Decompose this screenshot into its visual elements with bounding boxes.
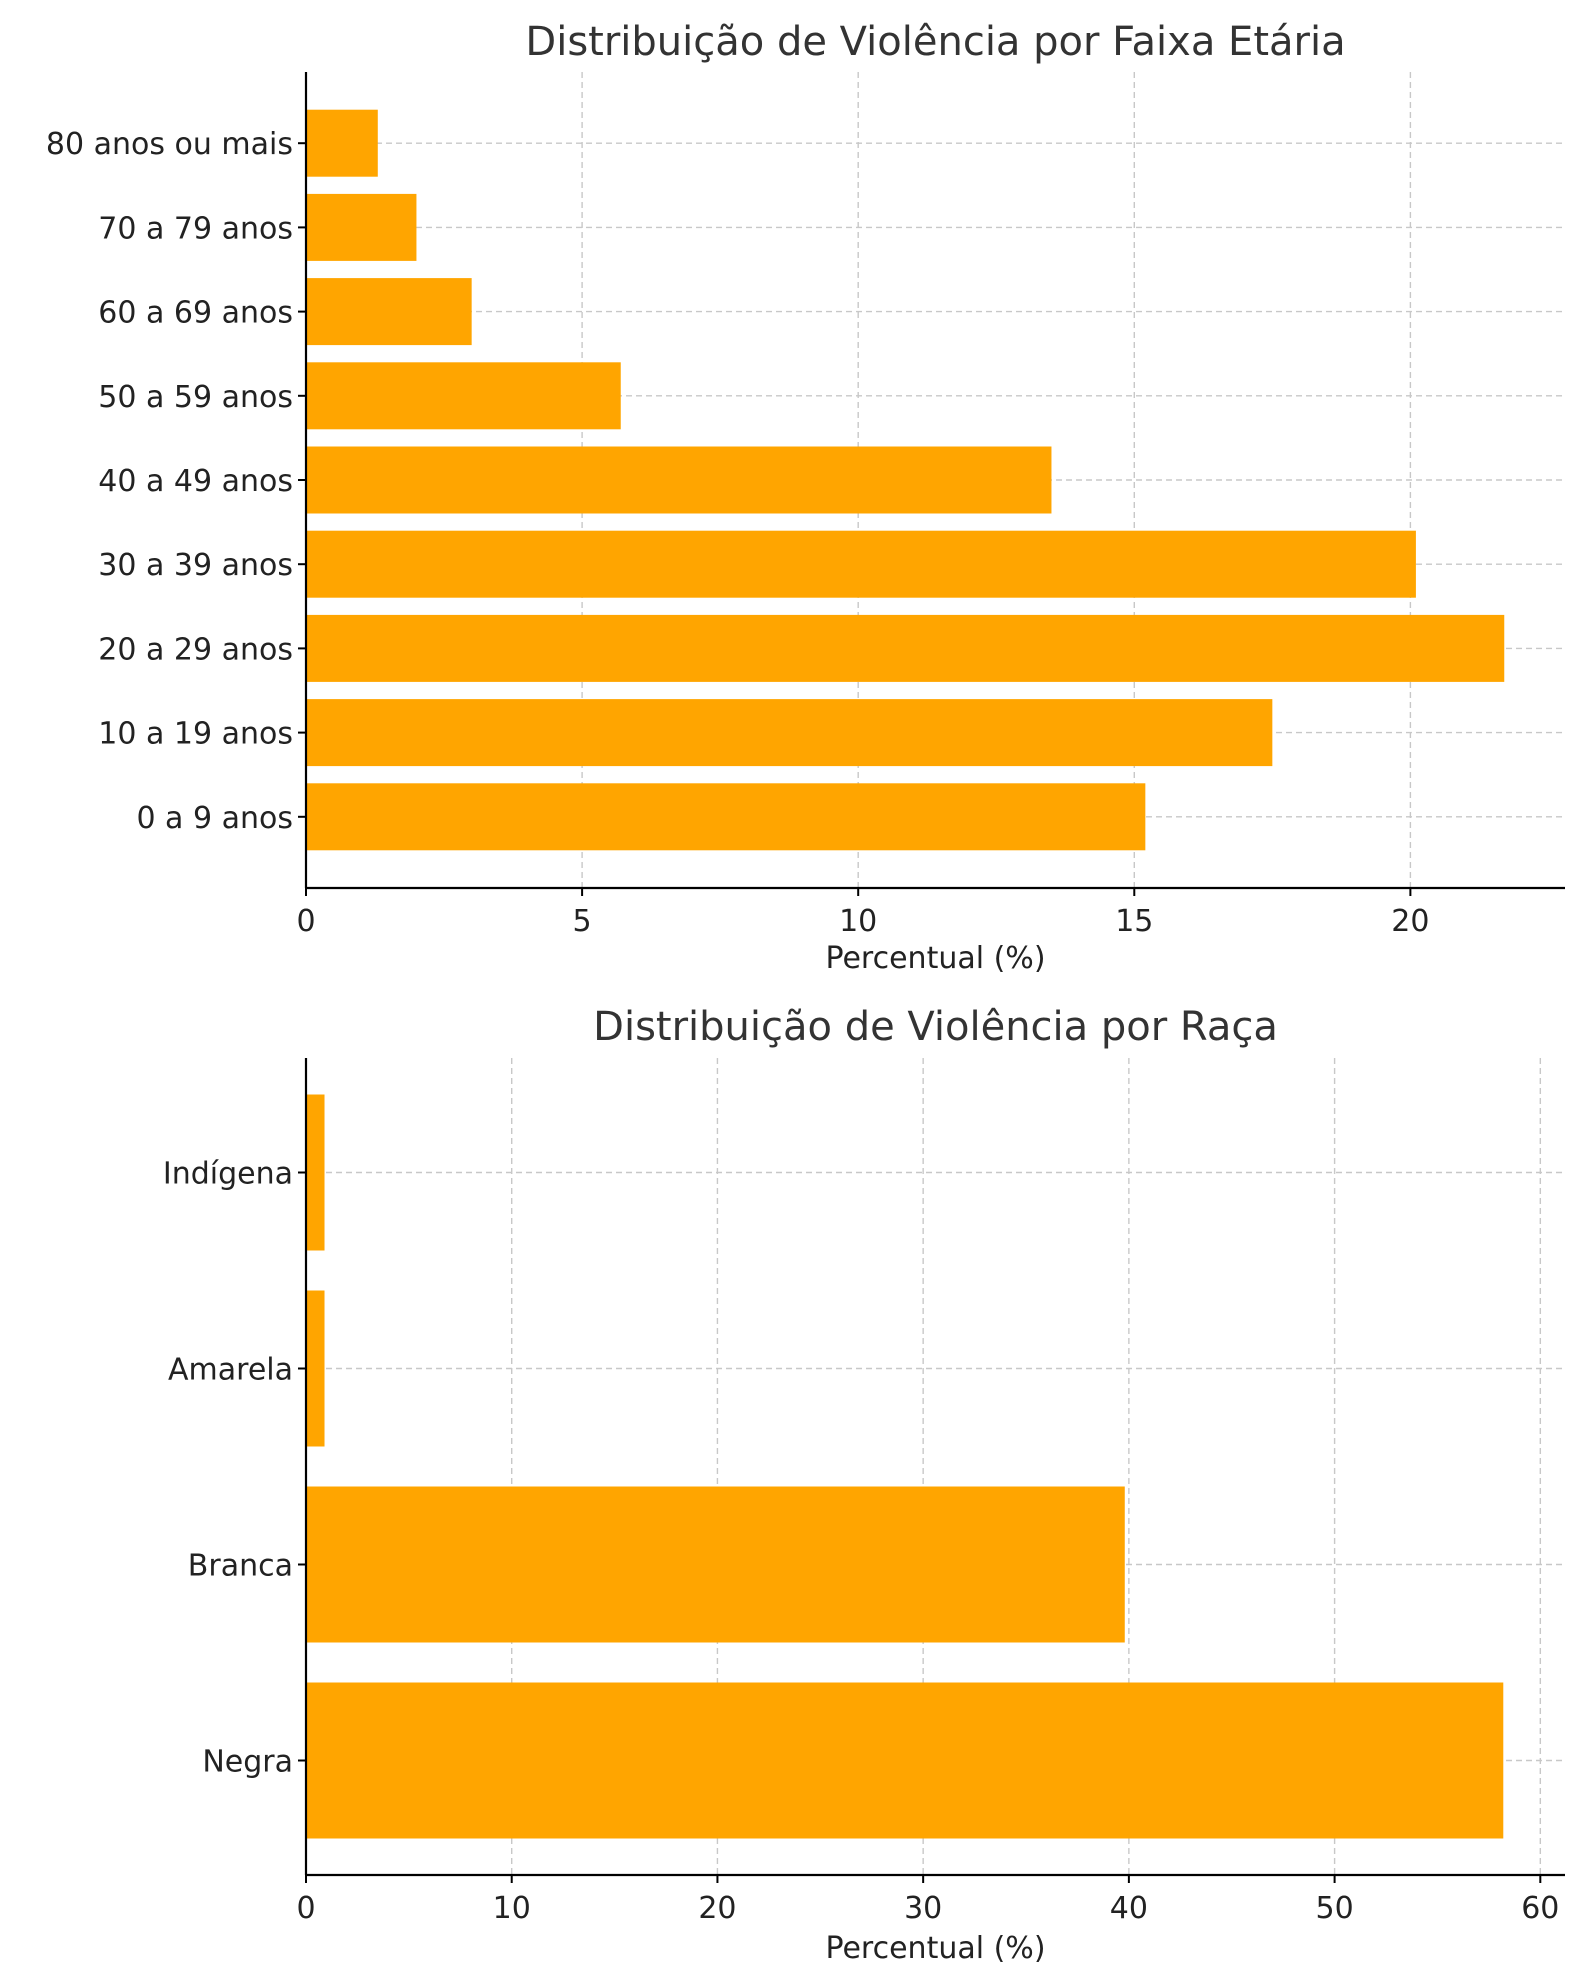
y-tick-label: 40 a 49 anos <box>98 464 293 499</box>
y-tick-label: Indígena <box>163 1157 293 1192</box>
x-tick-label: 30 <box>904 1891 942 1926</box>
bar <box>306 614 1505 682</box>
x-tick-label: 60 <box>1521 1891 1559 1926</box>
race-chart: Distribuição de Violência por Raça 0 10 20… <box>163 1004 1565 1966</box>
bar <box>306 1486 1125 1643</box>
y-tick-label: 30 a 39 anos <box>98 548 293 583</box>
bar <box>306 362 621 430</box>
axes <box>304 1058 1565 1877</box>
x-tick-label: 5 <box>573 904 592 939</box>
y-tick-label: 80 anos ou mais <box>46 127 293 162</box>
y-tick-label: 70 a 79 anos <box>98 211 293 246</box>
bars <box>306 109 1505 851</box>
x-tick-label: 10 <box>493 1891 531 1926</box>
chart-title: Distribuição de Violência por Raça <box>593 1004 1278 1050</box>
bar <box>306 699 1273 767</box>
bar <box>306 1682 1504 1839</box>
y-tick-label: Branca <box>188 1549 293 1584</box>
y-tick-label: Negra <box>202 1745 293 1780</box>
x-tick-label: 0 <box>296 1891 315 1926</box>
y-tick-label: 60 a 69 anos <box>98 296 293 331</box>
x-tick-label: 40 <box>1110 1891 1148 1926</box>
y-tick-label: 10 a 19 anos <box>98 717 293 752</box>
x-tick-label: 20 <box>698 1891 736 1926</box>
chart-title: Distribuição de Violência por Faixa Etár… <box>525 19 1345 65</box>
y-tick-label: 50 a 59 anos <box>98 380 293 415</box>
y-tick-label: Amarela <box>168 1353 293 1388</box>
y-tick-label: 20 a 29 anos <box>98 632 293 667</box>
y-tick-label: 0 a 9 anos <box>136 801 293 836</box>
bar <box>306 278 472 346</box>
bar <box>306 1094 325 1251</box>
bars <box>306 1094 1504 1839</box>
bar <box>306 109 378 177</box>
x-tick-label: 50 <box>1316 1891 1354 1926</box>
x-axis-label: Percentual (%) <box>825 1931 1045 1966</box>
x-tick-label: 10 <box>839 904 877 939</box>
x-tick-label: 15 <box>1115 904 1153 939</box>
bar <box>306 193 417 261</box>
age-chart: Distribuição de Violência por Faixa Etár… <box>46 19 1565 976</box>
ticks: 0 10 20 30 40 50 60 Negra Branca Amarela Indígena <box>163 1157 1560 1927</box>
x-tick-label: 0 <box>296 904 315 939</box>
bar <box>306 1290 325 1447</box>
x-tick-label: 20 <box>1391 904 1429 939</box>
bar <box>306 530 1416 598</box>
bar <box>306 446 1052 514</box>
x-axis-label: Percentual (%) <box>825 941 1045 976</box>
ticks: 0 5 10 15 20 0 a 9 anos 10 a 19 anos 20 a 29 an… <box>46 127 1430 939</box>
bar <box>306 783 1146 851</box>
